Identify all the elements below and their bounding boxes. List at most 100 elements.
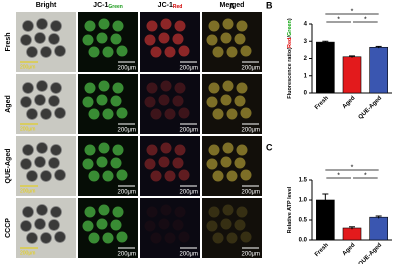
y-axis-label: Relative ATP level (287, 186, 293, 233)
oocyte (158, 218, 170, 230)
oocyte (36, 204, 48, 216)
oocyte (158, 32, 170, 44)
oocyte (144, 158, 156, 170)
oocyte (208, 144, 220, 156)
oocyte (22, 20, 34, 32)
significance-label: * (364, 16, 367, 23)
oocyte (84, 82, 96, 94)
oocyte (240, 107, 252, 119)
oocyte (116, 107, 128, 119)
oocyte (102, 46, 114, 58)
oocyte (22, 82, 34, 94)
oocyte (160, 204, 172, 216)
bar (369, 46, 388, 94)
oocyte (174, 20, 186, 32)
row-label: CCCP (5, 218, 12, 238)
y-axis-label-part: Green (287, 20, 293, 37)
oocyte (40, 46, 52, 58)
oocyte (48, 33, 60, 45)
y-tick-label: 0.5 (299, 218, 308, 224)
oocyte (54, 231, 66, 243)
scale-label: 200μm (20, 250, 35, 256)
scale-label: 200μm (20, 64, 35, 70)
oocyte (82, 34, 94, 46)
oocyte (206, 220, 218, 232)
panel-label: B (266, 0, 273, 10)
column-header: Bright (36, 2, 57, 9)
oocyte (48, 157, 60, 169)
oocyte (160, 142, 172, 154)
oocyte (222, 142, 234, 154)
oocyte (22, 144, 34, 156)
oocyte (96, 218, 108, 230)
scale-label: 200μm (180, 66, 198, 72)
y-axis-label-part: Relative ATP level (287, 186, 293, 233)
oocyte (84, 20, 96, 32)
oocyte (102, 170, 114, 182)
oocyte (172, 157, 184, 169)
oocyte (160, 80, 172, 92)
oocyte (234, 33, 246, 45)
oocyte (50, 144, 62, 156)
oocyte (54, 45, 66, 57)
scale-label: 200μm (118, 128, 136, 134)
oocyte (40, 232, 52, 244)
oocyte (50, 206, 62, 218)
oocyte (84, 144, 96, 156)
scale-label: 200μm (180, 190, 198, 196)
scale-label: 200μm (20, 126, 35, 132)
oocyte (102, 232, 114, 244)
oocyte (88, 46, 100, 58)
oocyte (172, 33, 184, 45)
oocyte (34, 94, 46, 106)
scale-label: 200μm (242, 66, 260, 72)
column-header: JC-1Green (93, 2, 123, 10)
oocyte (226, 108, 238, 120)
oocyte (50, 20, 62, 32)
x-tick-label: QUE-Aged (358, 242, 384, 264)
oocyte (240, 45, 252, 57)
oocyte (236, 82, 248, 94)
y-tick-label: 3 (304, 39, 308, 45)
x-tick-label: Fresh (314, 242, 330, 258)
oocyte (116, 231, 128, 243)
scale-label: 200μm (118, 190, 136, 196)
y-tick-label: 0.0 (299, 238, 308, 244)
oocyte (34, 218, 46, 230)
oocyte (34, 32, 46, 44)
oocyte (20, 220, 32, 232)
oocyte (116, 169, 128, 181)
oocyte (36, 18, 48, 30)
oocyte (212, 232, 224, 244)
y-tick-label: 1.0 (299, 198, 308, 204)
oocyte (112, 206, 124, 218)
oocyte (96, 94, 108, 106)
oocyte (164, 108, 176, 120)
oocyte (34, 156, 46, 168)
oocyte (26, 170, 38, 182)
significance-label: * (351, 164, 354, 171)
oocyte (220, 156, 232, 168)
oocyte (236, 20, 248, 32)
x-tick-label: Aged (342, 95, 357, 110)
oocyte (164, 232, 176, 244)
oocyte (208, 82, 220, 94)
y-axis-label-part: ) (287, 18, 293, 20)
oocyte (22, 206, 34, 218)
oocyte (206, 34, 218, 46)
oocyte (234, 95, 246, 107)
oocyte (240, 169, 252, 181)
bar (342, 56, 362, 94)
bar (342, 227, 362, 241)
y-axis-label-part: / (287, 36, 293, 38)
y-tick-label: 1 (304, 73, 308, 79)
oocyte (178, 107, 190, 119)
oocyte (82, 96, 94, 108)
column-header-sub: Green (108, 4, 122, 10)
oocyte (112, 144, 124, 156)
oocyte (98, 204, 110, 216)
oocyte (110, 33, 122, 45)
y-tick-label: 1.5 (299, 178, 308, 184)
oocyte (222, 18, 234, 30)
oocyte (220, 94, 232, 106)
